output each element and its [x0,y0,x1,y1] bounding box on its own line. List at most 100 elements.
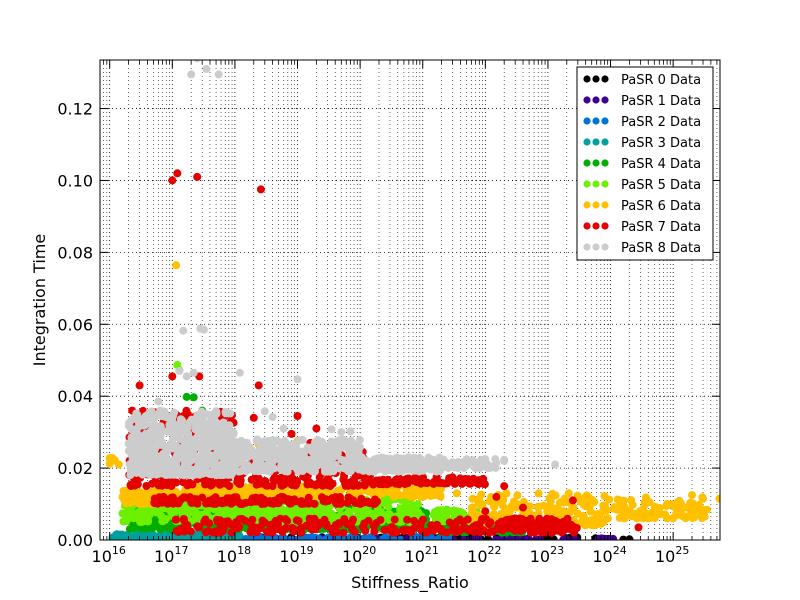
legend-marker [601,75,609,83]
data-point [286,535,295,540]
data-point [243,466,252,475]
data-point [339,435,348,444]
data-point [586,507,595,516]
data-point [150,487,159,495]
data-point [216,516,225,525]
x-tick-label-exponent: 20 [362,544,376,557]
data-point [648,508,657,517]
legend-item: PaSR 7 Data [583,220,701,235]
data-point [310,514,319,523]
data-point [568,496,577,505]
data-point [364,516,373,525]
data-point [182,372,191,381]
data-point [134,448,143,457]
data-point [320,515,329,524]
x-tick-label: 1018 [217,544,251,566]
y-tick-label: 0.06 [57,315,93,334]
legend-label: PaSR 7 Data [621,220,701,235]
data-point [273,449,281,458]
data-point [468,456,477,465]
legend: PaSR 0 Data PaSR 1 Data PaSR 2 Data PaSR 3 … [576,66,714,261]
data-point [433,520,441,529]
data-point [215,468,223,477]
data-point [258,479,267,488]
data-point [619,535,628,540]
legend-item: PaSR 5 Data [583,178,701,193]
data-point [215,428,224,437]
y-tick-label: 0.00 [57,531,93,550]
data-point [380,526,389,534]
data-point [566,508,575,516]
data-point [363,535,372,540]
data-point [410,523,419,532]
data-point [250,523,259,532]
data-point [137,462,146,471]
data-point [295,528,304,537]
legend-marker [583,138,591,146]
data-point [362,497,371,506]
data-point [475,476,484,485]
data-point [553,520,562,529]
data-point [168,176,177,185]
plot-area [105,60,720,540]
x-tick-label-exponent: 21 [425,544,439,557]
data-point [715,494,720,503]
data-point [189,393,198,402]
data-point [138,517,147,526]
data-point [124,446,133,455]
data-point [200,517,209,526]
data-point [294,447,303,456]
data-point [500,482,509,491]
legend-marker [601,117,609,125]
data-point [402,509,410,518]
data-point [519,503,527,512]
data-point [446,476,455,485]
data-point [322,443,330,452]
data-point [166,532,175,540]
data-point [605,495,614,504]
data-point [484,535,493,540]
data-point [250,467,259,476]
data-point [386,464,395,472]
data-point [390,515,399,524]
data-point [279,464,288,473]
x-tick-label-base: 10 [92,547,112,566]
data-point [437,479,446,487]
data-point [238,499,247,508]
data-point [235,522,244,531]
data-point [168,372,177,381]
x-tick-label-exponent: 19 [300,544,314,557]
data-point [326,460,335,469]
data-point [543,507,552,516]
data-point [351,505,360,514]
data-point [293,453,302,462]
data-point [285,499,294,508]
data-point [361,526,370,535]
data-point [458,479,466,488]
data-point [112,530,121,539]
data-point [465,476,474,485]
data-point [323,474,332,483]
data-point [432,473,441,482]
data-point [336,496,345,505]
data-point [322,535,331,540]
data-point [394,490,403,499]
data-point [372,519,381,527]
data-point [392,453,401,462]
data-point [192,418,200,427]
data-point [277,481,286,490]
y-tick-label: 0.08 [57,243,93,262]
data-point [513,491,522,500]
x-tick-label: 1019 [279,544,313,566]
x-tick-labels: 1016 1017 1018 1019 1020 1021 1022 1023 1024 1025 [92,544,690,566]
data-point [247,498,255,507]
data-point [373,497,381,506]
data-point [127,433,136,442]
data-point [205,411,214,419]
data-point [471,464,480,473]
data-point [205,432,214,441]
data-point [193,60,201,63]
y-tick-label: 0.12 [57,100,93,119]
data-point [158,517,167,526]
data-point [294,517,303,525]
